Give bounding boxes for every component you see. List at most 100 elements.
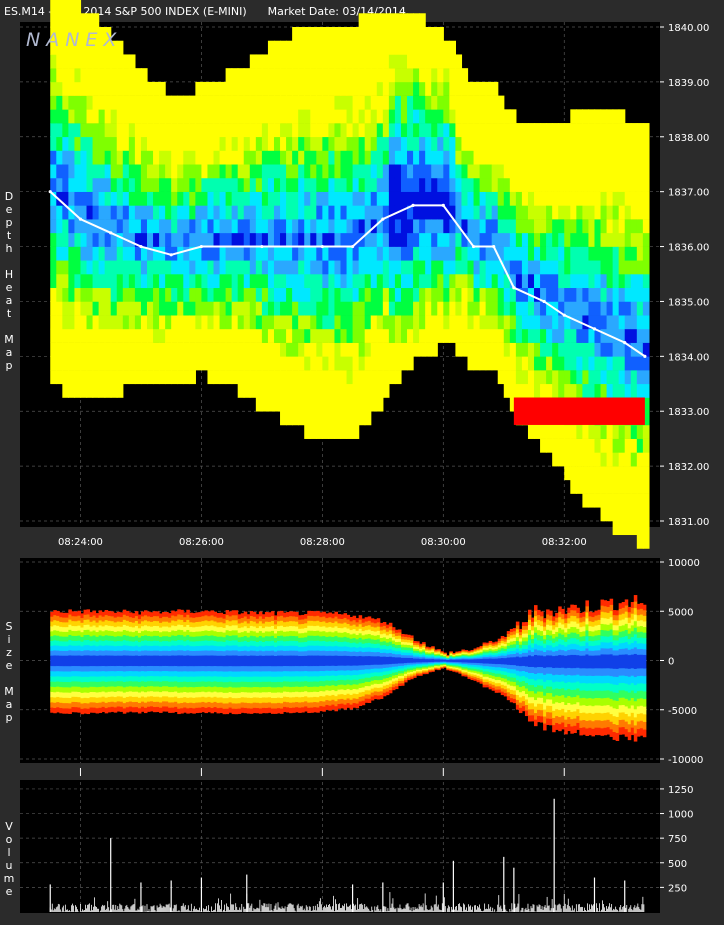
- size-cell: [286, 670, 290, 677]
- heat-cell: [437, 68, 444, 83]
- size-cell: [373, 694, 378, 700]
- size-cell: [337, 689, 342, 695]
- size-cell: [313, 696, 317, 703]
- heat-cell: [376, 328, 384, 343]
- heat-cell: [298, 274, 305, 289]
- heat-cell: [352, 411, 360, 426]
- heat-cell: [588, 424, 596, 439]
- size-cell: [225, 635, 230, 641]
- heat-cell: [642, 383, 650, 398]
- heat-cell: [534, 342, 541, 357]
- size-cell: [283, 680, 287, 687]
- size-cell: [346, 688, 351, 694]
- heat-cell: [231, 123, 239, 138]
- trade-price-point: [350, 244, 355, 249]
- nanex-watermark: NANEX: [26, 29, 122, 51]
- heat-cell: [497, 301, 505, 316]
- heat-cell: [419, 81, 426, 96]
- heat-cell: [219, 150, 227, 165]
- size-cell: [140, 611, 145, 617]
- heat-cell: [183, 205, 190, 220]
- heat-cell: [413, 219, 420, 234]
- size-cell: [146, 670, 151, 677]
- size-cell: [394, 629, 399, 634]
- size-cell: [171, 645, 175, 651]
- size-cell: [343, 675, 348, 681]
- size-cell: [337, 627, 342, 634]
- heat-cell: [267, 219, 275, 234]
- size-cell: [168, 681, 172, 687]
- heat-cell: [437, 81, 444, 96]
- heat-cell: [74, 232, 82, 247]
- size-cell: [364, 630, 369, 635]
- size-cell: [277, 707, 281, 714]
- heat-cell: [400, 205, 408, 220]
- size-cell: [134, 701, 139, 708]
- heat-cell: [50, 274, 57, 289]
- size-cell: [298, 702, 302, 708]
- size-cell: [397, 638, 402, 643]
- heat-cell: [122, 177, 130, 192]
- size-cell: [289, 635, 293, 642]
- size-cell: [56, 630, 60, 637]
- size-cell: [255, 691, 260, 698]
- heat-cell: [546, 287, 553, 302]
- heat-cell: [515, 301, 523, 316]
- size-cell: [298, 665, 302, 672]
- heat-cell: [570, 219, 577, 234]
- heat-cell: [231, 150, 239, 165]
- size-cell: [83, 635, 88, 641]
- size-cell: [165, 690, 169, 697]
- heat-cell: [461, 68, 469, 83]
- size-cell: [77, 660, 81, 667]
- heat-cell: [425, 246, 432, 261]
- heat-cell: [231, 315, 239, 330]
- heat-cell: [485, 315, 493, 330]
- heat-cell: [273, 274, 281, 289]
- size-cell: [301, 628, 305, 634]
- heat-cell: [624, 383, 632, 398]
- heat-cell: [540, 191, 547, 206]
- size-cell: [382, 652, 387, 658]
- size-cell: [222, 613, 227, 620]
- heat-cell: [183, 219, 190, 234]
- heat-cell: [636, 232, 644, 247]
- heat-cell: [68, 328, 76, 343]
- heat-cell: [376, 342, 384, 357]
- size-cell: [101, 650, 106, 657]
- heat-cell: [292, 40, 299, 55]
- heat-cell: [437, 219, 444, 234]
- size-cell: [391, 683, 396, 688]
- size-cell: [273, 651, 278, 657]
- heat-cell: [116, 109, 124, 124]
- size-cell: [283, 665, 287, 672]
- heat-cell: [261, 342, 269, 357]
- size-cell: [376, 618, 381, 623]
- size-cell: [98, 676, 103, 682]
- heat-cell: [521, 370, 529, 385]
- heat-cell: [400, 342, 408, 357]
- heat-cell: [394, 68, 402, 83]
- size-cell: [280, 640, 284, 647]
- size-cell: [394, 680, 399, 684]
- size-cell: [325, 689, 329, 696]
- heat-cell: [576, 342, 583, 357]
- heat-cell: [540, 383, 547, 398]
- heat-cell: [570, 438, 577, 453]
- size-cell: [246, 671, 251, 677]
- size-cell: [189, 676, 193, 682]
- size-cell: [98, 691, 103, 698]
- heat-cell: [376, 315, 384, 330]
- size-cell: [122, 692, 127, 698]
- heat-cell: [56, 27, 63, 42]
- heat-cell: [479, 356, 487, 371]
- size-cell: [382, 629, 387, 634]
- heat-cell: [576, 219, 583, 234]
- size-cell: [62, 612, 66, 618]
- heat-cell: [261, 274, 269, 289]
- heat-cell: [134, 328, 142, 343]
- size-cell: [195, 702, 199, 708]
- heat-cell: [225, 164, 233, 179]
- heat-cell: [56, 68, 63, 83]
- heat-cell: [74, 68, 82, 83]
